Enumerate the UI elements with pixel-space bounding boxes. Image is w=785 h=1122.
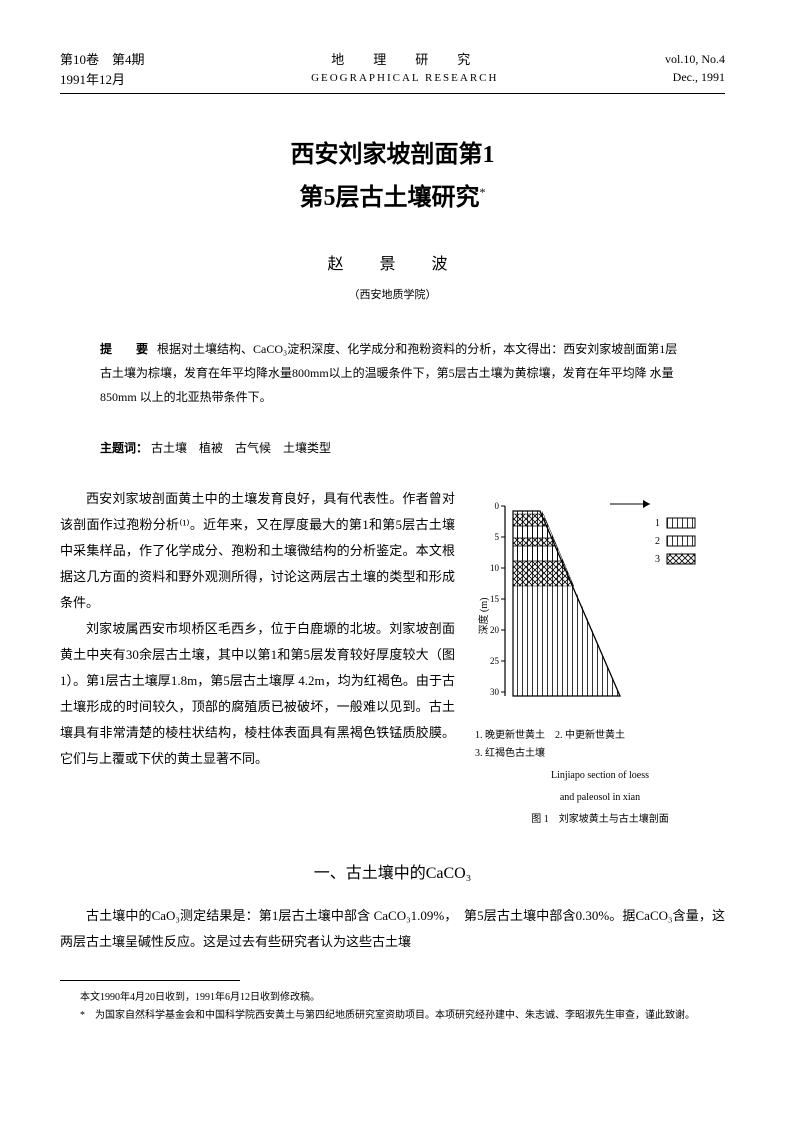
svg-text:5: 5 [495,532,500,542]
axis-label: 深度 (m) [477,598,490,635]
affiliation: （西安地质学院） [60,286,725,302]
header-center: 地 理 研 究 GEOGRAPHICAL RESEARCH [311,50,498,86]
keywords-label: 主题词： [100,441,148,455]
author: 赵 景 波 [60,250,725,274]
footnote-rule [60,980,240,981]
svg-text:0: 0 [495,501,500,511]
svg-text:3: 3 [655,554,660,565]
caption-en2: and paleosol in xian [475,789,725,807]
volume-en: vol.10, No.4 [665,50,725,68]
article-title: 西安刘家坡剖面第1 第5层古土壤研究* [60,134,725,220]
svg-text:15: 15 [490,594,500,604]
volume-issue: 第10卷 第4期 [60,50,145,70]
header-right: vol.10, No.4 Dec., 1991 [665,50,725,86]
svg-text:25: 25 [490,656,500,666]
body-row: 西安刘家坡剖面黄土中的土壤发育良好，具有代表性。作者曾对该剖面作过孢粉分析⁽¹⁾… [60,486,725,829]
paragraph-2: 刘家坡属西安市坝桥区毛西乡，位于白鹿塬的北坡。刘家坡剖面黄土中夹有30余层古土壤… [60,616,455,772]
abstract-text: 根据对土壤结构、CaCO₃淀积深度、化学成分和孢粉资料的分析，本文得出：西安刘家… [100,342,677,404]
paragraph-1: 西安刘家坡剖面黄土中的土壤发育良好，具有代表性。作者曾对该剖面作过孢粉分析⁽¹⁾… [60,486,455,616]
date-en: Dec., 1991 [665,68,725,86]
body-text: 西安刘家坡剖面黄土中的土壤发育良好，具有代表性。作者曾对该剖面作过孢粉分析⁽¹⁾… [60,486,455,829]
title-line2: 第5层古土壤研究* [60,177,725,220]
caption-cn1: 1. 晚更新世黄土 2. 中更新世黄土 [475,727,725,745]
header-left: 第10卷 第4期 1991年12月 [60,50,145,89]
section-body: 古土壤中的CaO₃测定结果是：第1层古土壤中部含 CaCO₃1.09%， 第5层… [60,903,725,955]
section-p1: 古土壤中的CaO₃测定结果是：第1层古土壤中部含 CaCO₃1.09%， 第5层… [60,903,725,955]
journal-name-cn: 地 理 研 究 [311,50,498,70]
page-header: 第10卷 第4期 1991年12月 地 理 研 究 GEOGRAPHICAL R… [60,50,725,89]
svg-text:20: 20 [490,625,500,635]
svg-text:30: 30 [490,687,500,697]
caption-fig: 图 1 刘家坡黄土与古土壤剖面 [475,811,725,829]
svg-text:2: 2 [655,536,660,547]
section-heading: 一、古土壤中的CaCO₃ [60,859,725,883]
header-rule [60,93,725,94]
keywords-text: 古土壤 植被 古气候 土壤类型 [151,441,331,455]
svg-text:10: 10 [490,563,500,573]
journal-name-en: GEOGRAPHICAL RESEARCH [311,70,498,87]
figure-column: 0 5 10 15 20 25 30 深度 (m) 1 2 3 1. 晚更新世黄土 2. 中… [475,486,725,829]
caption-cn2: 3. 红褐色古土壤 [475,745,725,763]
legend: 1 2 3 [655,518,695,565]
footnote-1: 本文1990年4月20日收到，1991年6月12日收到修改稿。 [60,989,725,1007]
profile-diagram: 0 5 10 15 20 25 30 深度 (m) 1 2 3 [475,486,725,716]
figure-caption: 1. 晚更新世黄土 2. 中更新世黄土 3. 红褐色古土壤 Linjiapo s… [475,727,725,829]
abstract-label: 提 要 [100,342,154,356]
title-line1: 西安刘家坡剖面第1 [60,134,725,177]
footnote-2: * 为国家自然科学基金会和中国科学院西安黄土与第四纪地质研究室资助项目。本项研究… [60,1007,725,1025]
abstract: 提 要 根据对土壤结构、CaCO₃淀积深度、化学成分和孢粉资料的分析，本文得出：… [100,337,685,409]
keywords: 主题词： 古土壤 植被 古气候 土壤类型 [100,439,685,456]
svg-text:1: 1 [655,518,660,529]
issue-date: 1991年12月 [60,70,145,90]
caption-en1: Linjiapo section of loess [475,767,725,785]
